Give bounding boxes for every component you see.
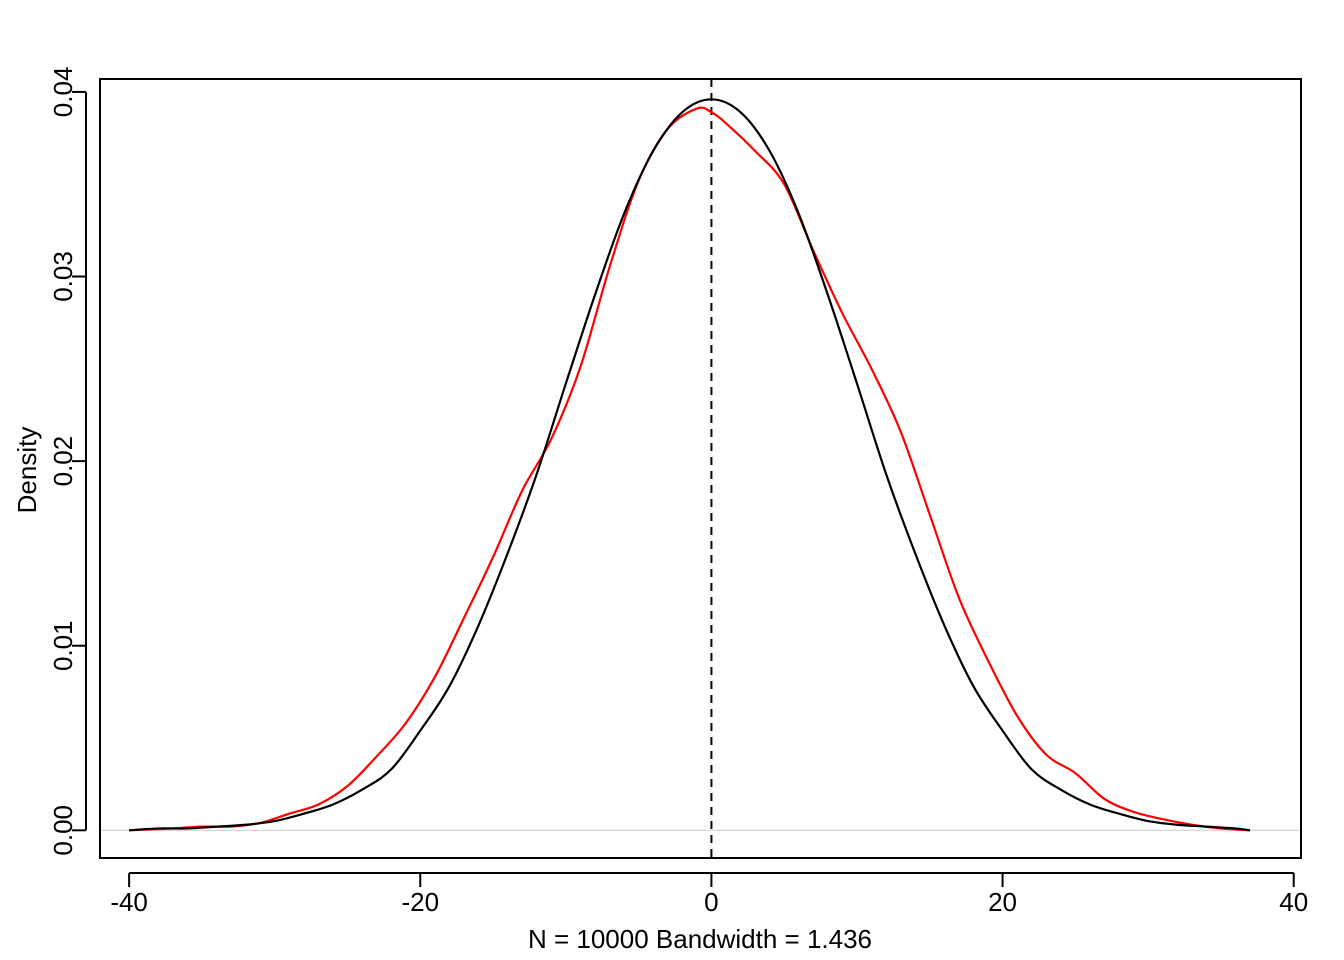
y-tick-label: 0.00 xyxy=(48,805,78,856)
y-axis-label: Density xyxy=(12,427,42,514)
x-tick-label: 40 xyxy=(1279,887,1308,917)
density-curve-2 xyxy=(129,98,1251,832)
x-tick-label: 20 xyxy=(988,887,1017,917)
axes: -40 -20 0 20 40 0.00 0.01 0.02 0.03 0.04 xyxy=(48,67,1308,917)
x-tick-label: 0 xyxy=(704,887,718,917)
y-tick-label: 0.03 xyxy=(48,251,78,302)
x-tick-label: -20 xyxy=(401,887,439,917)
x-axis-label: N = 10000 Bandwidth = 1.436 xyxy=(528,924,872,954)
density-curve-1 xyxy=(129,106,1251,832)
plot-frame xyxy=(99,78,1302,859)
plot-area xyxy=(100,79,1301,858)
y-tick-label: 0.01 xyxy=(48,620,78,671)
x-tick-label: -40 xyxy=(110,887,148,917)
y-tick-label: 0.02 xyxy=(48,436,78,487)
y-tick-label: 0.04 xyxy=(48,67,78,118)
